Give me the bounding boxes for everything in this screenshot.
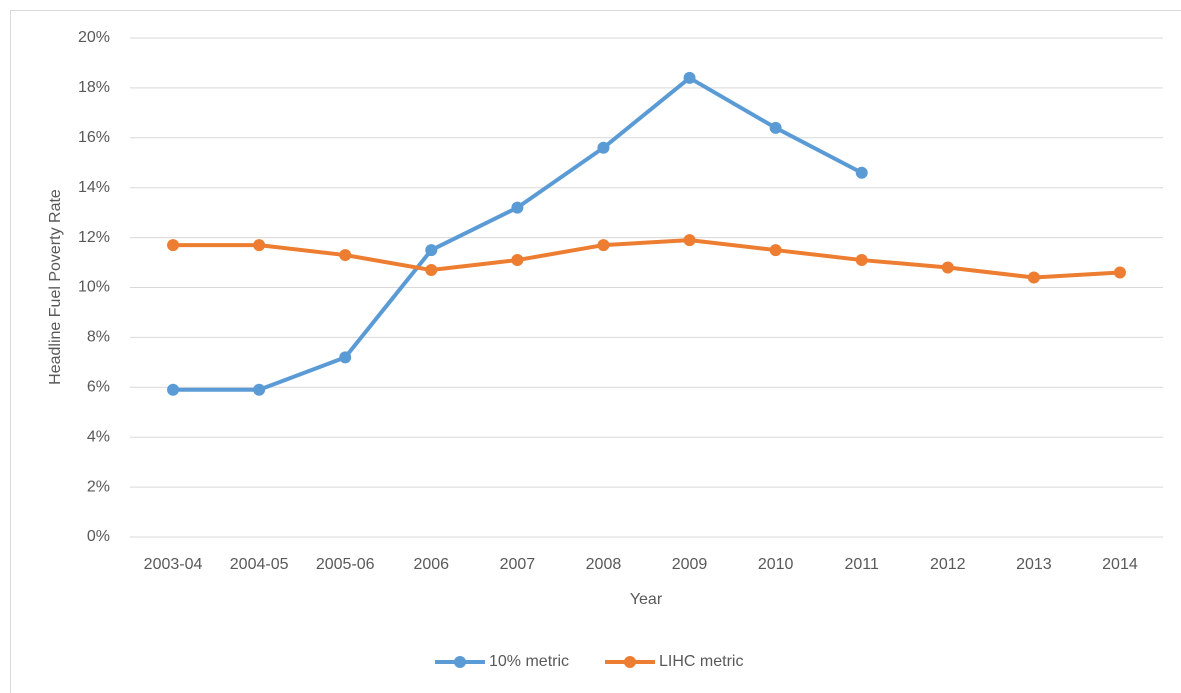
point — [597, 239, 610, 252]
legend-marker — [624, 656, 636, 668]
y-tick-label: 6% — [87, 379, 110, 396]
point — [167, 383, 180, 396]
point — [1113, 266, 1126, 279]
y-tick-label: 14% — [78, 179, 110, 196]
y-tick-label: 12% — [78, 229, 110, 246]
x-tick-label: 2005-06 — [316, 556, 375, 573]
point — [339, 351, 352, 364]
point — [769, 244, 782, 257]
point — [941, 261, 954, 274]
point — [769, 121, 782, 134]
y-tick-label: 10% — [78, 279, 110, 296]
y-tick-label: 4% — [87, 428, 110, 445]
point — [1027, 271, 1040, 284]
legend-label: 10% metric — [489, 653, 569, 670]
series-line — [173, 238, 1121, 280]
point — [511, 201, 524, 214]
y-axis-title: Headline Fuel Poverty Rate — [47, 189, 64, 385]
y-tick-label: 16% — [78, 129, 110, 146]
x-axis-title: Year — [630, 591, 663, 608]
x-tick-label: 2010 — [758, 556, 794, 573]
chart-frame — [10, 10, 1181, 693]
point — [339, 249, 352, 262]
y-tick-label: 2% — [87, 478, 110, 495]
legend-label: LIHC metric — [659, 653, 743, 670]
point — [425, 244, 438, 257]
x-tick-label: 2014 — [1102, 556, 1138, 573]
y-tick-label: 0% — [87, 528, 110, 545]
point — [425, 264, 438, 277]
y-tick-label: 8% — [87, 329, 110, 346]
x-tick-label: 2013 — [1016, 556, 1052, 573]
legend-marker — [454, 656, 466, 668]
series-line — [173, 75, 863, 392]
point — [597, 141, 610, 154]
point — [683, 234, 696, 247]
x-tick-label: 2011 — [845, 556, 880, 573]
x-tick-label: 2007 — [500, 556, 536, 573]
y-tick-label: 20% — [78, 29, 110, 46]
point — [855, 166, 868, 179]
x-tick-label: 2008 — [586, 556, 622, 573]
x-tick-label: 2003-04 — [144, 556, 203, 573]
x-tick-label: 2006 — [413, 556, 449, 573]
y-tick-label: 18% — [78, 79, 110, 96]
x-tick-label: 2004-05 — [230, 556, 289, 573]
point — [855, 254, 868, 267]
point — [683, 71, 696, 84]
point — [253, 239, 266, 252]
point — [253, 383, 266, 396]
point — [511, 254, 524, 267]
point — [167, 239, 180, 252]
x-tick-label: 2012 — [930, 556, 966, 573]
x-tick-label: 2009 — [672, 556, 708, 573]
